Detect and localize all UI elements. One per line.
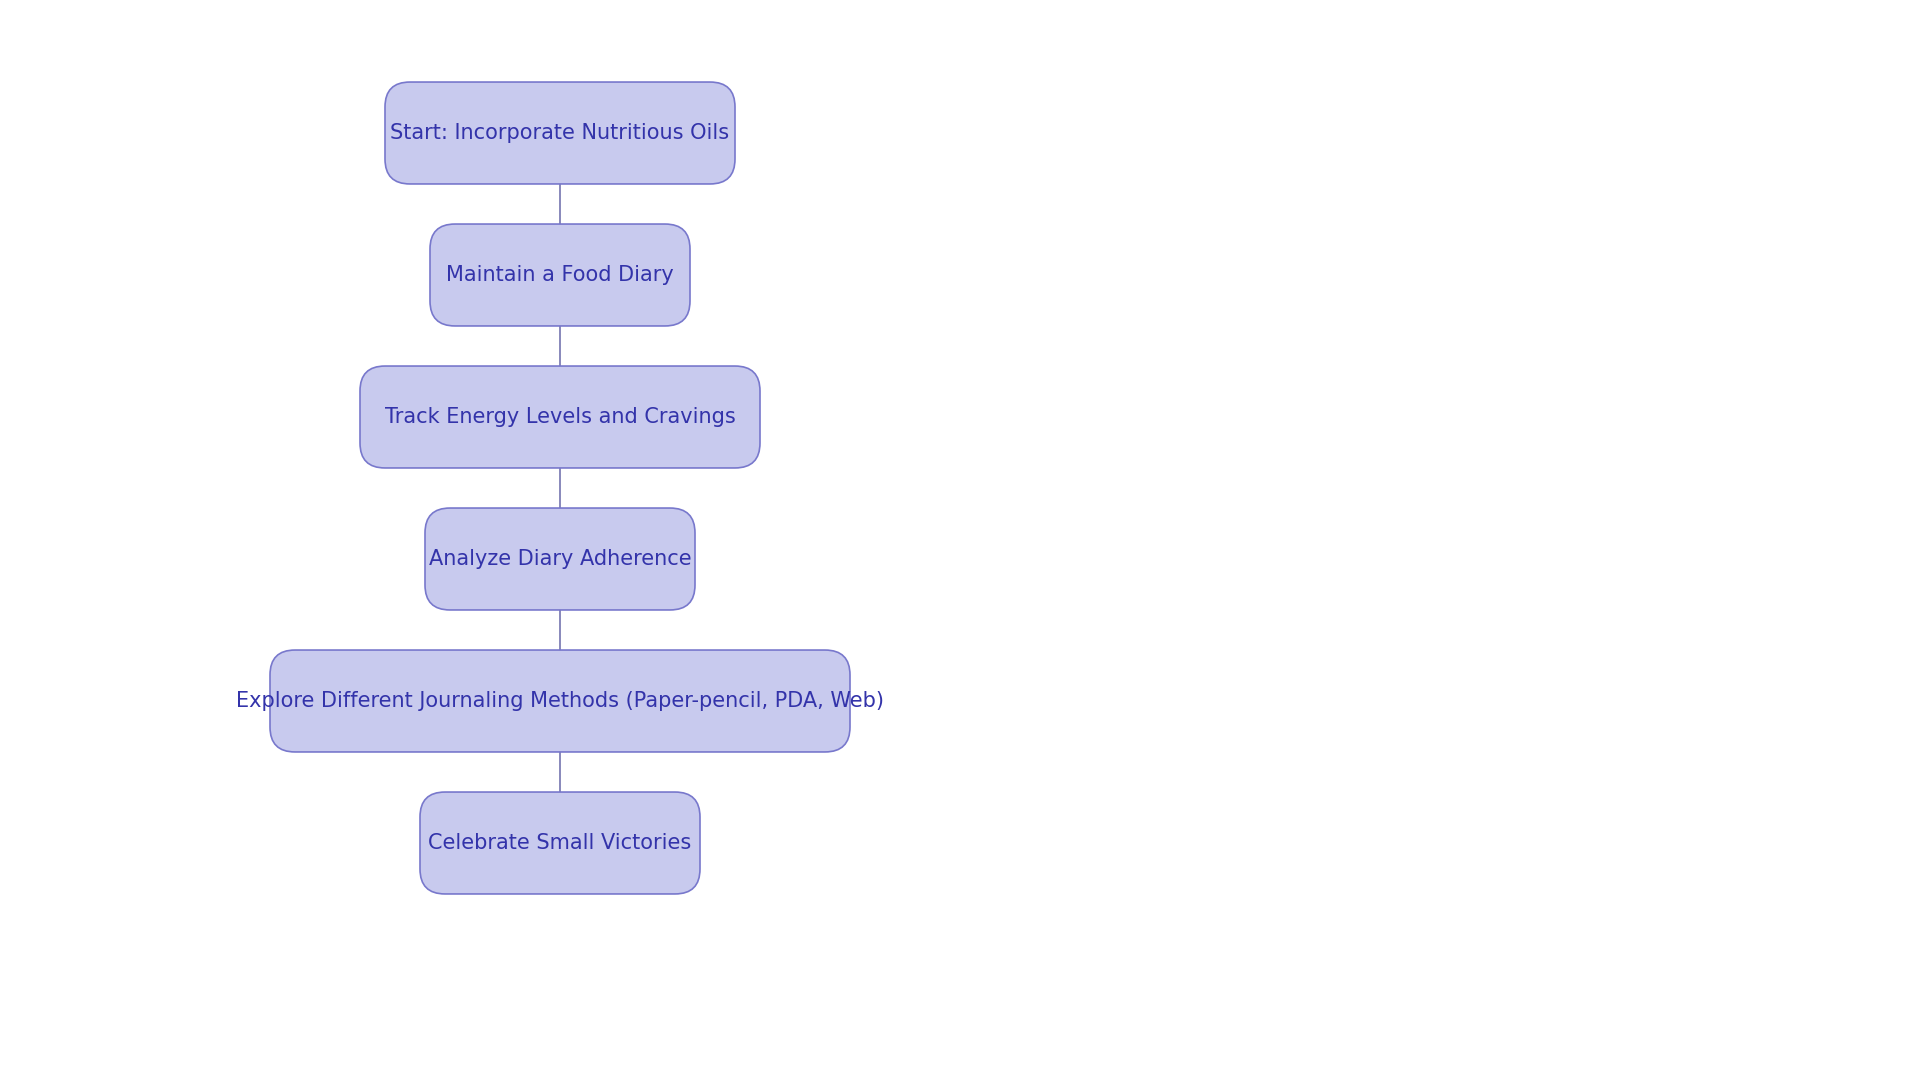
Text: Analyze Diary Adherence: Analyze Diary Adherence — [428, 549, 691, 569]
Text: Explore Different Journaling Methods (Paper-pencil, PDA, Web): Explore Different Journaling Methods (Pa… — [236, 691, 883, 712]
Text: Track Energy Levels and Cravings: Track Energy Levels and Cravings — [384, 407, 735, 427]
FancyBboxPatch shape — [271, 650, 851, 752]
FancyBboxPatch shape — [430, 224, 689, 326]
FancyBboxPatch shape — [359, 366, 760, 468]
FancyBboxPatch shape — [424, 508, 695, 610]
FancyBboxPatch shape — [420, 792, 701, 893]
Text: Start: Incorporate Nutritious Oils: Start: Incorporate Nutritious Oils — [390, 123, 730, 143]
FancyBboxPatch shape — [386, 82, 735, 184]
Text: Celebrate Small Victories: Celebrate Small Victories — [428, 833, 691, 853]
Text: Maintain a Food Diary: Maintain a Food Diary — [445, 265, 674, 285]
